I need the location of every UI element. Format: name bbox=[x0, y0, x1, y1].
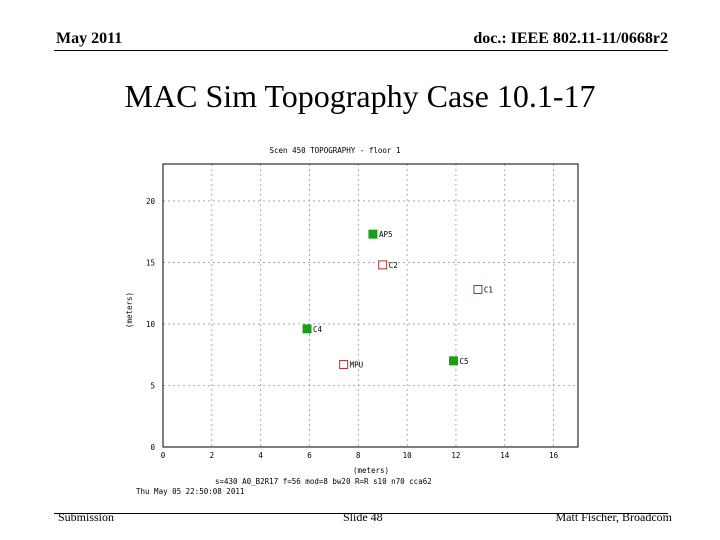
point-marker-c4 bbox=[302, 324, 312, 334]
footer-author: Matt Fischer, Broadcom bbox=[555, 510, 673, 524]
x-tick-label: 14 bbox=[500, 451, 510, 460]
point-marker-ap5 bbox=[368, 229, 378, 239]
x-tick-label: 2 bbox=[210, 451, 215, 460]
chart-svg: Scen 450 TOPOGRAPHY - floor 1 0 2 4 6 8 10 12 1… bbox=[125, 146, 579, 496]
point-label-c1: C1 bbox=[484, 286, 493, 295]
point-marker-c1 bbox=[473, 285, 483, 295]
y-tick-label: 20 bbox=[146, 197, 156, 206]
header-date: May 2011 bbox=[56, 30, 123, 47]
header-rule bbox=[54, 50, 668, 51]
x-tick-label: 0 bbox=[161, 451, 166, 460]
y-tick-label: 0 bbox=[150, 443, 155, 452]
x-tick-label: 4 bbox=[258, 451, 263, 460]
topography-chart: Scen 450 TOPOGRAPHY - floor 1 0 2 4 6 8 10 12 1… bbox=[110, 140, 590, 500]
point-label-c2: C2 bbox=[389, 261, 398, 270]
header-doc-id: doc.: IEEE 802.11-11/0668r2 bbox=[473, 30, 668, 47]
footer-slide-number: Slide 48 bbox=[343, 510, 383, 524]
point-label-mpu: MPU bbox=[350, 361, 364, 370]
chart-footnote: s=430 A0_B2R17 f=56 mod=8 bw20 R=R s10 n… bbox=[215, 477, 432, 486]
point-label-c4: C4 bbox=[313, 325, 323, 334]
chart-grid bbox=[163, 164, 578, 447]
footer-submission: Submission bbox=[58, 510, 115, 524]
slide-title: MAC Sim Topography Case 10.1-17 bbox=[124, 78, 596, 114]
y-tick-label: 5 bbox=[150, 381, 155, 390]
y-tick-label: 15 bbox=[146, 258, 155, 267]
x-tick-label: 6 bbox=[307, 451, 312, 460]
footer-rule bbox=[54, 513, 668, 514]
chart-timestamp: Thu May 05 22:50:08 2011 bbox=[136, 487, 244, 496]
y-axis-label: (meters) bbox=[125, 292, 134, 328]
x-tick-label: 10 bbox=[403, 451, 413, 460]
point-label-ap5: AP5 bbox=[379, 230, 393, 239]
axis-ticks: 0 2 4 6 8 10 12 14 16 0 5 10 15 20 bbox=[146, 197, 559, 460]
x-tick-label: 12 bbox=[451, 451, 460, 460]
point-marker-c2 bbox=[378, 260, 388, 270]
point-marker-c5 bbox=[449, 356, 458, 366]
chart-title: Scen 450 TOPOGRAPHY - floor 1 bbox=[270, 146, 401, 155]
x-tick-label: 16 bbox=[549, 451, 559, 460]
x-axis-label: (meters) bbox=[353, 466, 389, 475]
point-label-c5: C5 bbox=[460, 357, 469, 366]
data-points: AP5 C2 C1 C4 MPU C5 bbox=[302, 229, 493, 370]
plot-frame bbox=[162, 163, 579, 448]
point-marker-mpu bbox=[339, 360, 349, 370]
y-tick-label: 10 bbox=[146, 320, 156, 329]
x-tick-label: 8 bbox=[356, 451, 361, 460]
